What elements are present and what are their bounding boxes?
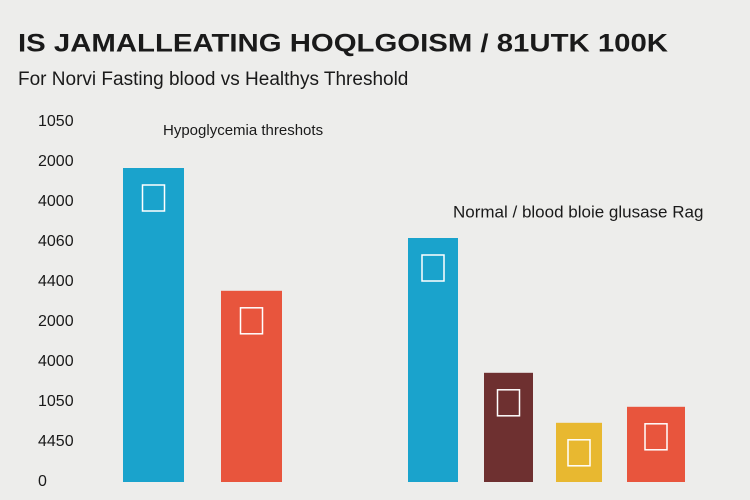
annotation: Normal / blood bloie glusase Rag (453, 202, 703, 221)
bar (627, 406, 685, 482)
bar-icon (421, 254, 445, 282)
bar-icon (567, 439, 591, 467)
y-tick-label: 4000 (38, 193, 74, 210)
y-tick-label: 4060 (38, 233, 74, 250)
bar (123, 168, 184, 482)
y-tick-label: 2000 (38, 313, 74, 330)
bar (556, 422, 602, 482)
y-tick-label: 4400 (38, 273, 74, 290)
y-tick-label: 0 (38, 473, 47, 490)
y-tick-label: 2000 (38, 153, 74, 170)
bar-icon (141, 184, 166, 212)
y-tick-label: 4000 (38, 353, 74, 370)
annotation: Hypoglycemia threshots (163, 122, 323, 139)
y-tick-label: 1050 (38, 393, 74, 410)
y-tick-label: 4450 (38, 433, 74, 450)
bar-icon (496, 389, 521, 417)
bar-icon (644, 423, 668, 451)
bar (221, 290, 282, 482)
chart-subtitle: For Norvi Fasting blood vs Healthys Thre… (18, 69, 408, 90)
chart-title: IS JAMALLEATING HOQLGOISM / 81UTK 100K (18, 30, 668, 58)
bar (484, 372, 533, 482)
y-tick-label: 1050 (38, 113, 74, 130)
bar-icon (239, 307, 264, 335)
bar (408, 238, 458, 482)
